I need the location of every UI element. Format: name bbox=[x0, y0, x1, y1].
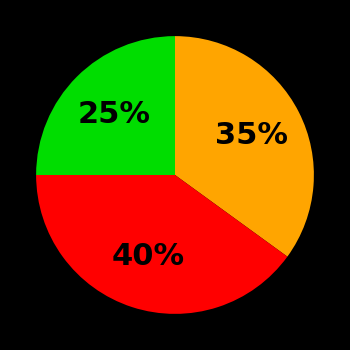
Wedge shape bbox=[36, 175, 287, 314]
Wedge shape bbox=[175, 36, 314, 257]
Wedge shape bbox=[36, 36, 175, 175]
Text: 25%: 25% bbox=[78, 100, 150, 128]
Text: 40%: 40% bbox=[112, 243, 185, 271]
Text: 35%: 35% bbox=[215, 121, 288, 150]
